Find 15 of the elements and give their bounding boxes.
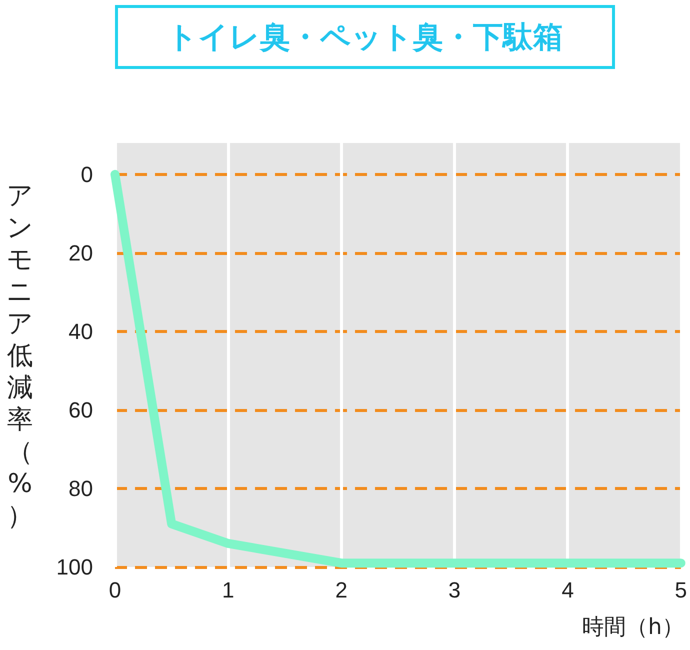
x-axis-title: 時間（h） <box>582 614 684 642</box>
y-tick-label: 100 <box>56 554 93 580</box>
y-tick-label: 80 <box>68 476 93 501</box>
y-tick-label: 40 <box>68 318 93 344</box>
text: アンモニア低減率（%） <box>6 181 34 531</box>
y-tick-label: 60 <box>68 397 93 422</box>
x-tick-label: 1 <box>222 578 234 602</box>
x-tick-label: 0 <box>108 578 122 602</box>
x-tick-label: 2 <box>335 578 348 602</box>
y-tick-label: 0 <box>80 162 93 187</box>
x-tick-label: 3 <box>448 578 461 602</box>
x-tick-label: 5 <box>674 578 688 602</box>
x-tick-label: 4 <box>562 578 574 602</box>
y-tick-label: 20 <box>68 240 93 266</box>
chart-title: トイレ臭・ペット臭・下駄箱 <box>115 5 615 69</box>
